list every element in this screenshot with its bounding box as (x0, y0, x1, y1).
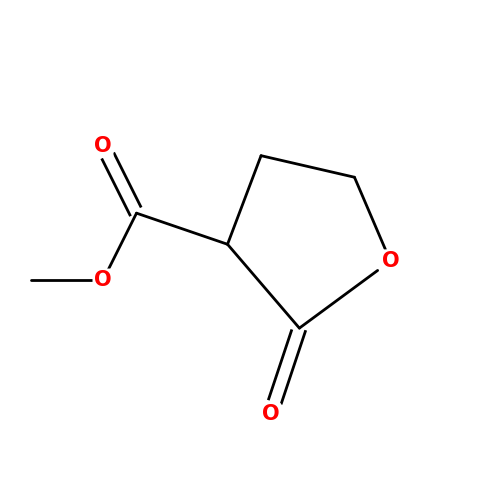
Text: O: O (94, 136, 112, 156)
Text: O: O (382, 251, 399, 271)
Text: O: O (262, 404, 279, 424)
Text: O: O (94, 270, 112, 290)
